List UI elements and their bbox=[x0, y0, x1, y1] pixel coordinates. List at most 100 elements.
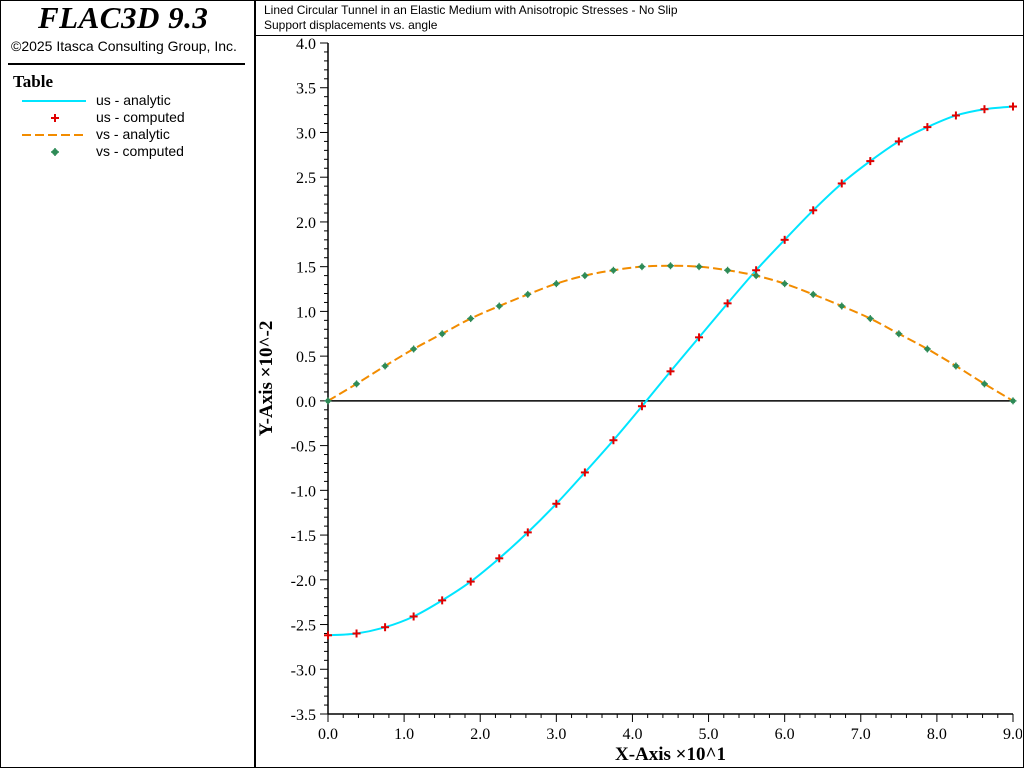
y-tick-label: 2.0 bbox=[296, 215, 316, 232]
data-point-us-computed bbox=[609, 436, 618, 445]
data-point-vs-computed bbox=[638, 263, 646, 271]
data-point-us-computed bbox=[837, 179, 846, 188]
data-point-us-computed bbox=[666, 367, 675, 376]
app-title: FLAC3D 9.3 bbox=[38, 0, 209, 35]
data-point-vs-computed bbox=[695, 263, 703, 271]
series-group bbox=[324, 102, 1017, 640]
x-tick-label: 4.0 bbox=[622, 726, 642, 743]
y-tick-label: -1.0 bbox=[291, 483, 316, 500]
data-point-us-computed bbox=[1009, 102, 1017, 111]
x-tick-label: 3.0 bbox=[546, 726, 566, 743]
legend-label: us - computed bbox=[96, 109, 185, 125]
legend-item-us-computed: us - computed bbox=[0, 109, 250, 126]
data-point-vs-computed bbox=[381, 362, 389, 370]
x-tick-label: 9.0 bbox=[1003, 726, 1022, 743]
data-point-vs-computed bbox=[752, 272, 760, 280]
data-point-us-computed bbox=[381, 623, 390, 632]
data-point-us-computed bbox=[780, 235, 789, 244]
legend-panel: FLAC3D 9.3 ©2025 Itasca Consulting Group… bbox=[0, 0, 256, 767]
data-point-us-computed bbox=[695, 333, 704, 342]
data-point-vs-computed bbox=[724, 266, 732, 274]
y-tick-label: 4.0 bbox=[296, 37, 316, 53]
data-point-vs-computed bbox=[1009, 397, 1017, 405]
data-point-us-computed bbox=[523, 528, 532, 537]
data-point-us-computed bbox=[495, 554, 504, 563]
chart-subtitle: Support displacements vs. angle bbox=[264, 18, 438, 32]
legend-label: vs - computed bbox=[96, 143, 184, 159]
x-tick-label: 7.0 bbox=[851, 726, 871, 743]
legend-item-us-analytic: us - analytic bbox=[0, 92, 250, 109]
data-point-vs-computed bbox=[438, 330, 446, 338]
data-point-vs-computed bbox=[410, 345, 418, 353]
x-tick-label: 5.0 bbox=[699, 726, 719, 743]
y-tick-label: 2.5 bbox=[296, 170, 316, 187]
y-tick-label: 1.5 bbox=[296, 260, 316, 277]
data-point-vs-computed bbox=[952, 362, 960, 370]
divider bbox=[8, 63, 245, 65]
data-point-us-computed bbox=[809, 206, 818, 215]
data-point-us-computed bbox=[409, 612, 418, 621]
y-axis-label: Y-Axis ×10^-2 bbox=[258, 321, 277, 437]
data-point-vs-computed bbox=[809, 290, 817, 298]
y-tick-label: 0.0 bbox=[296, 394, 316, 411]
data-point-vs-computed bbox=[324, 397, 332, 405]
chart-plot-area: 4.0 3.5 3.0 2.5 2.0 1.5 1.0 0.5 0.0 -0.5 -1.0 -1.5 -… bbox=[258, 37, 1022, 765]
data-point-vs-computed bbox=[980, 380, 988, 388]
x-tick-label: 6.0 bbox=[775, 726, 795, 743]
legend-swatch-line-icon bbox=[22, 100, 86, 102]
data-point-us-computed bbox=[723, 299, 732, 308]
data-point-us-computed bbox=[324, 631, 332, 640]
data-point-us-computed bbox=[637, 402, 646, 411]
data-point-vs-computed bbox=[609, 266, 617, 274]
data-point-vs-computed bbox=[467, 315, 475, 323]
data-point-vs-computed bbox=[866, 315, 874, 323]
data-point-us-computed bbox=[352, 629, 361, 638]
legend-swatch-star-icon bbox=[51, 148, 59, 156]
legend-heading: Table bbox=[13, 72, 54, 91]
data-point-vs-computed bbox=[524, 290, 532, 298]
y-tick-label: 3.5 bbox=[296, 81, 316, 98]
copyright-text: ©2025 Itasca Consulting Group, Inc. bbox=[11, 38, 237, 54]
data-point-vs-computed bbox=[667, 262, 674, 270]
data-point-vs-computed bbox=[895, 330, 903, 338]
y-tick-label: 0.5 bbox=[296, 349, 316, 366]
data-point-us-computed bbox=[866, 157, 875, 166]
data-point-vs-computed bbox=[581, 272, 589, 280]
legend-label: vs - analytic bbox=[96, 126, 170, 142]
data-point-vs-computed bbox=[923, 345, 931, 353]
data-point-vs-computed bbox=[781, 280, 789, 288]
chart-header: Lined Circular Tunnel in an Elastic Medi… bbox=[256, 0, 1023, 36]
y-tick-label: -2.0 bbox=[291, 573, 316, 590]
x-tick-label: 2.0 bbox=[470, 726, 490, 743]
y-tick-label: -1.5 bbox=[291, 528, 316, 545]
data-point-us-computed bbox=[894, 137, 903, 146]
x-tick-label: 8.0 bbox=[927, 726, 947, 743]
legend-swatch-dash-icon bbox=[22, 134, 86, 136]
legend-item-vs-computed: vs - computed bbox=[0, 143, 250, 160]
x-tick-label: 1.0 bbox=[394, 726, 414, 743]
data-point-us-computed bbox=[923, 123, 932, 132]
data-point-us-computed bbox=[466, 577, 475, 586]
y-tick-label: 3.0 bbox=[296, 125, 316, 142]
legend-label: us - analytic bbox=[96, 92, 171, 108]
legend-item-vs-analytic: vs - analytic bbox=[0, 126, 250, 143]
legend-swatch-plus-icon bbox=[51, 114, 59, 122]
chart-title: Lined Circular Tunnel in an Elastic Medi… bbox=[264, 3, 678, 17]
data-point-vs-computed bbox=[495, 302, 503, 310]
data-point-vs-computed bbox=[552, 280, 560, 288]
data-point-vs-computed bbox=[353, 380, 361, 388]
series-line-vs-analytic bbox=[327, 264, 1014, 402]
data-point-vs-computed bbox=[838, 302, 846, 310]
y-tick-label: 1.0 bbox=[296, 304, 316, 321]
data-point-us-computed bbox=[552, 499, 561, 508]
data-point-us-computed bbox=[438, 596, 447, 605]
y-tick-label: -0.5 bbox=[291, 439, 316, 456]
data-point-us-computed bbox=[580, 468, 589, 477]
data-point-us-computed bbox=[980, 105, 989, 114]
y-tick-label: -3.0 bbox=[291, 662, 316, 679]
y-tick-label: -2.5 bbox=[291, 618, 316, 635]
data-point-us-computed bbox=[951, 111, 960, 120]
y-tick-label: -3.5 bbox=[291, 707, 316, 724]
x-axis-label: X-Axis ×10^1 bbox=[615, 744, 726, 765]
x-tick-label: 0.0 bbox=[318, 726, 338, 743]
